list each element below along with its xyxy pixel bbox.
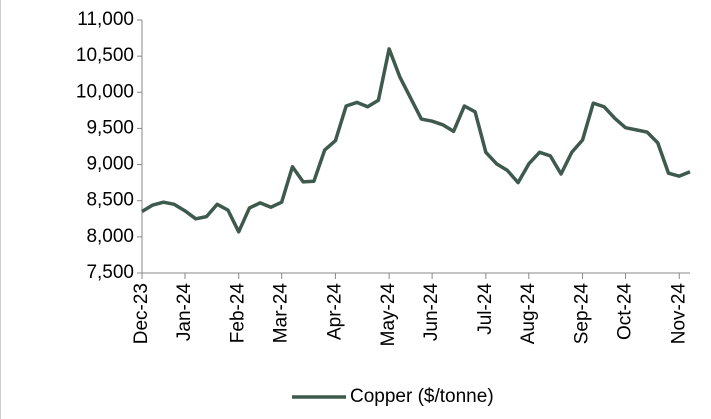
x-tick-label: Mar-24 xyxy=(271,283,292,344)
x-tick-label: Nov-24 xyxy=(668,283,689,345)
series-line xyxy=(141,47,691,234)
y-tick-label: 8,000 xyxy=(86,226,134,247)
x-tick-label: Feb-24 xyxy=(228,283,249,344)
x-tick-label: Jul-24 xyxy=(475,283,496,335)
y-tick-label: 9,000 xyxy=(86,154,134,175)
y-tick-label: 10,500 xyxy=(76,45,134,66)
y-tick-label: 10,000 xyxy=(76,81,134,102)
x-tick-label: Sep-24 xyxy=(572,283,593,345)
y-tick-label: 8,500 xyxy=(86,190,134,211)
x-tick-label: Jun-24 xyxy=(421,283,442,342)
x-tick-label: Oct-24 xyxy=(615,283,636,340)
x-tick-label: Aug-24 xyxy=(518,283,539,345)
y-tick-label: 11,000 xyxy=(77,9,134,30)
x-tick-label: May-24 xyxy=(378,283,399,347)
x-tick-label: Apr-24 xyxy=(324,283,345,340)
x-tick-label: Dec-23 xyxy=(131,283,152,344)
y-tick-label: 9,500 xyxy=(86,117,134,138)
legend-label: Copper ($/tonne) xyxy=(350,386,494,407)
x-tick-label: Jan-24 xyxy=(174,283,195,342)
y-tick-label: 7,500 xyxy=(86,262,134,283)
